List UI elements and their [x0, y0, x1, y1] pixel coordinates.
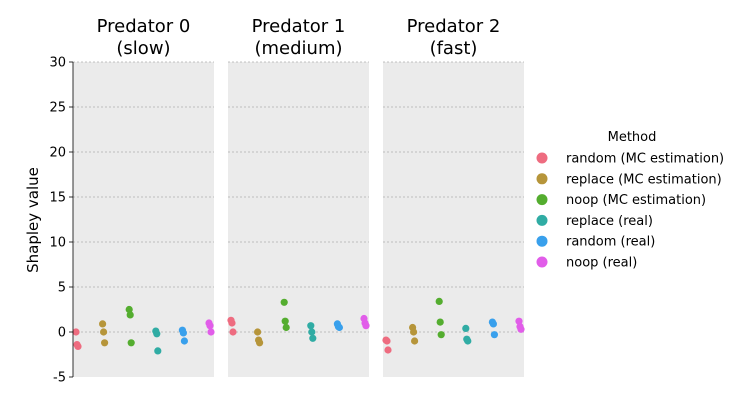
y-tick-label: 30: [49, 56, 66, 71]
y-tick-label: 0: [58, 326, 66, 341]
data-point: [437, 331, 445, 339]
data-point: [207, 328, 215, 336]
panel-title: (fast): [430, 38, 478, 59]
legend-marker: [536, 256, 548, 268]
data-point: [281, 317, 289, 325]
legend-marker: [536, 152, 548, 164]
data-point: [179, 329, 187, 337]
data-point: [125, 305, 133, 314]
panel-title: Predator 2: [407, 16, 501, 37]
legend-marker: [536, 173, 548, 185]
y-axis-label: Shapley value: [24, 167, 42, 273]
data-point: [384, 346, 392, 354]
legend-label: replace (real): [566, 214, 653, 229]
data-point: [489, 320, 497, 328]
legend-title: Method: [608, 130, 657, 145]
data-point: [335, 323, 343, 332]
data-point: [309, 334, 317, 342]
legend-label: replace (MC estimation): [566, 172, 722, 187]
data-point: [282, 323, 290, 332]
data-point: [206, 322, 214, 330]
data-point: [256, 339, 264, 347]
legend-marker: [536, 235, 548, 247]
panel-title: Predator 0: [97, 16, 191, 37]
y-tick-label: -5: [53, 371, 66, 386]
panel-0: Predator 0(slow): [72, 16, 215, 377]
panel-title: (medium): [254, 38, 342, 59]
data-point: [411, 337, 419, 345]
panel-title: Predator 1: [252, 16, 346, 37]
data-point: [153, 330, 161, 338]
panel-2: Predator 2(fast): [382, 16, 525, 377]
legend-marker: [536, 194, 548, 206]
data-point: [280, 298, 288, 306]
data-point: [74, 342, 82, 350]
data-point: [154, 347, 162, 355]
data-point: [410, 328, 418, 336]
data-point: [101, 339, 109, 347]
data-point: [464, 337, 472, 345]
legend-label: random (real): [566, 235, 655, 250]
data-point: [228, 319, 236, 327]
data-point: [383, 337, 391, 345]
panels: Predator 0(slow)Predator 1(medium)Predat…: [49, 16, 525, 386]
data-point: [462, 324, 470, 332]
y-tick-label: 25: [49, 101, 66, 116]
y-tick-label: 10: [49, 236, 66, 251]
legend-label: noop (MC estimation): [566, 193, 706, 208]
data-point: [180, 337, 188, 345]
y-tick-label: 15: [49, 191, 66, 206]
data-point: [254, 328, 262, 336]
data-point: [490, 331, 498, 339]
data-point: [72, 328, 80, 336]
data-point: [99, 320, 107, 328]
panel-background: [228, 62, 369, 377]
panel-title: (slow): [116, 38, 170, 59]
legend-label: random (MC estimation): [566, 152, 724, 167]
y-tick-label: 20: [49, 146, 66, 161]
data-point: [127, 339, 135, 347]
legend: Method random (MC estimation) replace (MC…: [536, 130, 724, 271]
y-tick-label: 5: [58, 281, 66, 296]
data-point: [126, 311, 134, 319]
data-point: [307, 322, 315, 330]
data-point: [515, 317, 523, 325]
data-point: [435, 297, 443, 305]
legend-label: noop (real): [566, 256, 637, 271]
panel-background: [383, 62, 524, 377]
data-point: [517, 325, 525, 333]
panel-background: [73, 62, 214, 377]
data-point: [100, 328, 108, 336]
panel-1: Predator 1(medium): [227, 16, 370, 377]
data-point: [308, 328, 316, 336]
data-point: [362, 322, 370, 330]
data-point: [436, 318, 444, 326]
data-point: [229, 328, 237, 336]
legend-marker: [536, 214, 548, 226]
y-axis: -5 0 5 10 15 20 25 30: [49, 56, 74, 386]
